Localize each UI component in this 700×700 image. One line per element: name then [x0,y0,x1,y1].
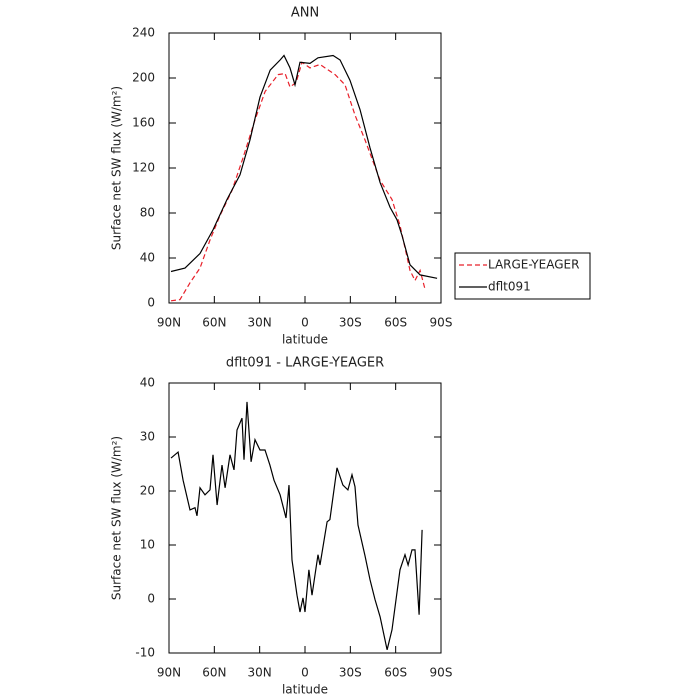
x-tick-label: 0 [301,316,309,330]
y-axis-label: Surface net SW flux (W/m²) [110,86,124,250]
data-line [170,61,426,302]
x-tick-label: 60S [384,666,407,680]
y-tick-label: 10 [140,538,155,552]
y-tick-label: 200 [132,71,155,85]
legend-label: dflt091 [488,280,531,294]
y-tick-label: 40 [140,376,155,390]
y-tick-label: 80 [140,206,155,220]
chart-title: ANN [291,6,319,21]
y-tick-label: 120 [132,161,155,175]
x-tick-label: 90N [157,666,181,680]
y-tick-label: 20 [140,484,155,498]
y-tick-label: 30 [140,430,155,444]
y-tick-label: 0 [147,592,155,606]
plot-frame [168,382,442,654]
data-line [170,54,438,279]
legend-label: LARGE-YEAGER [488,258,579,272]
y-tick-label: 40 [140,251,155,265]
y-axis-label: Surface net SW flux (W/m²) [110,436,124,600]
x-tick-label: 60N [202,666,226,680]
y-tick-label: -10 [135,646,155,660]
x-tick-label: 60N [202,316,226,330]
data-line [170,401,423,650]
x-axis-label: latitude [282,683,328,697]
x-axis-label: latitude [282,333,328,347]
x-tick-label: 30N [248,666,272,680]
y-tick-label: 160 [132,116,155,130]
x-tick-label: 90S [430,666,453,680]
x-tick-label: 30S [339,316,362,330]
chart-title: dflt091 - LARGE-YEAGER [226,356,384,371]
legend-box [454,252,591,300]
x-tick-label: 0 [301,666,309,680]
x-tick-label: 90N [157,316,181,330]
y-tick-label: 0 [147,296,155,310]
y-tick-label: 240 [132,26,155,40]
plot-frame [168,32,442,304]
x-tick-label: 30S [339,666,362,680]
x-tick-label: 90S [430,316,453,330]
x-tick-label: 60S [384,316,407,330]
x-tick-label: 30N [248,316,272,330]
